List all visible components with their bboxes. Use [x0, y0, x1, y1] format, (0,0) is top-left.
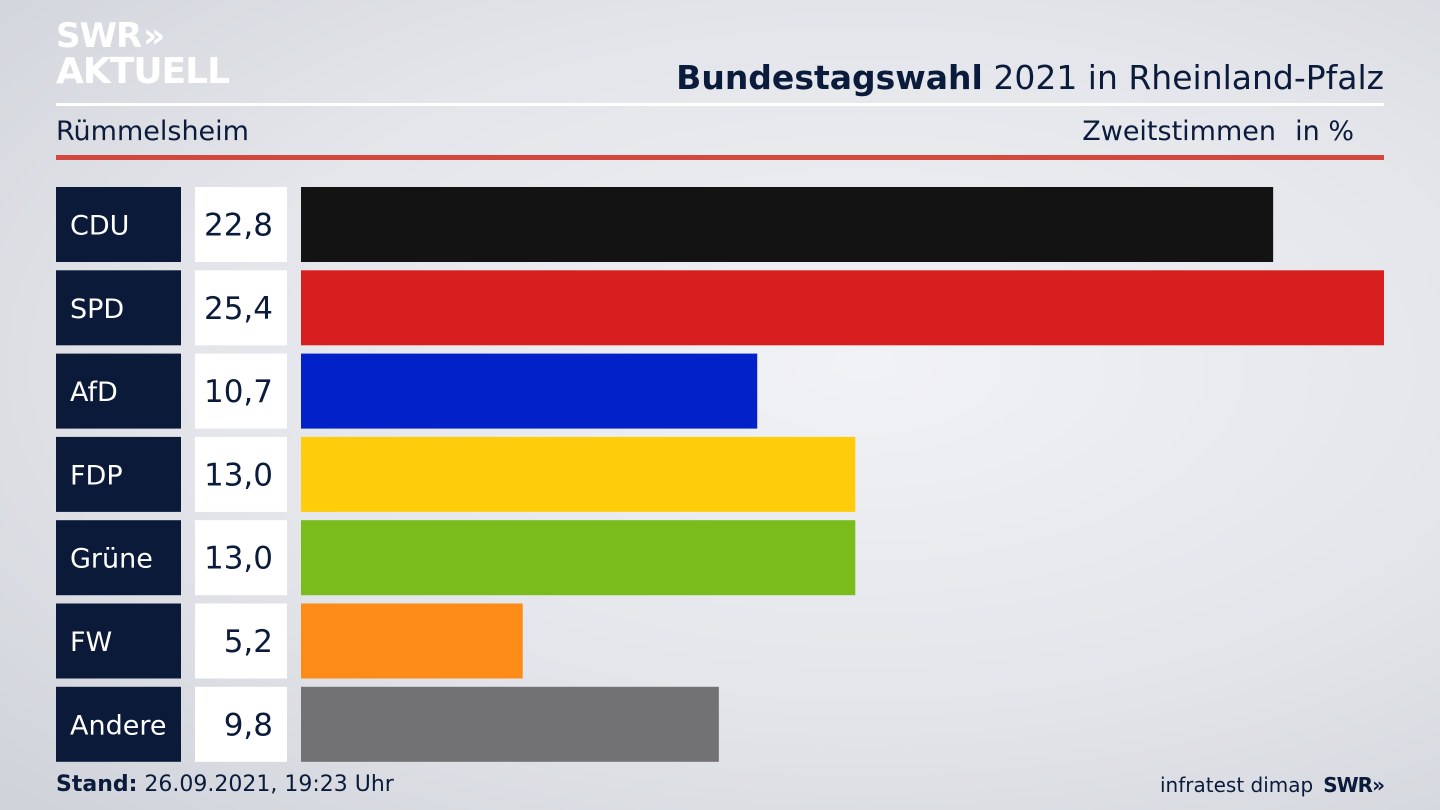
logo-swr-text: SWR — [56, 16, 142, 56]
value-label: 13,0 — [204, 457, 273, 493]
value-label-box — [195, 270, 287, 346]
bar-row: FW 5,2 — [56, 603, 523, 679]
bar-row: AfD 10,7 — [56, 353, 758, 429]
value-label: 13,0 — [204, 541, 273, 577]
accent-divider — [56, 155, 1384, 160]
value-label: 10,7 — [204, 374, 273, 410]
party-label: Grüne — [70, 544, 153, 575]
party-label: SPD — [70, 294, 124, 325]
header-divider — [56, 103, 1384, 106]
party-label-box — [56, 270, 181, 346]
value-label-box — [195, 353, 287, 429]
value-label: 25,4 — [204, 291, 273, 327]
source-text: infratest dimap — [1160, 773, 1314, 797]
value-label: 9,8 — [224, 707, 273, 743]
bar — [301, 686, 719, 762]
party-label: CDU — [70, 211, 129, 242]
party-label-box — [56, 603, 181, 679]
party-label-box — [56, 686, 181, 762]
bar-row: Grüne 13,0 — [56, 520, 856, 596]
value-label: 22,8 — [204, 208, 273, 244]
stand-value: 26.09.2021, 19:23 Uhr — [144, 772, 394, 797]
party-label: FW — [70, 627, 112, 658]
value-label-box — [195, 603, 287, 679]
bar — [301, 187, 1274, 262]
party-label-box — [56, 187, 181, 262]
title-rest: 2021 in Rheinland-Pfalz — [993, 58, 1384, 97]
bar — [301, 353, 758, 429]
value-label-box — [195, 187, 287, 262]
swr-small-chevrons-icon: » — [1372, 773, 1385, 797]
swr-aktuell-logo: SWR» AKTUELL — [56, 16, 230, 92]
party-label: FDP — [70, 460, 123, 491]
logo-aktuell-text: AKTUELL — [56, 51, 230, 92]
bar — [301, 520, 856, 596]
swr-small-logo: SWR» — [1323, 773, 1385, 797]
party-label-box — [56, 353, 181, 429]
value-label-box — [195, 686, 287, 762]
measure-label: Zweitstimmen — [1082, 116, 1276, 147]
unit-label: in % — [1295, 116, 1354, 147]
value-label: 5,2 — [224, 624, 273, 660]
party-label-box — [56, 436, 181, 512]
bar-row: FDP 13,0 — [56, 436, 856, 512]
stand-label: Stand: — [56, 772, 138, 797]
page-title: Bundestagswahl 2021 in Rheinland-Pfalz — [676, 56, 1384, 100]
bar — [301, 270, 1384, 346]
bar-row: Andere 9,8 — [56, 686, 719, 762]
timestamp: Stand: 26.09.2021, 19:23 Uhr — [56, 770, 394, 800]
bar-row: CDU 22,8 — [56, 187, 1274, 262]
party-label-box — [56, 520, 181, 596]
party-label: Andere — [70, 710, 166, 741]
title-bold: Bundestagswahl — [676, 58, 983, 97]
party-label: AfD — [70, 377, 118, 408]
bar — [301, 436, 856, 512]
value-label-box — [195, 520, 287, 596]
bar-row: SPD 25,4 — [56, 270, 1384, 346]
region-name: Rümmelsheim — [56, 116, 249, 147]
bar — [301, 603, 523, 679]
value-label-box — [195, 436, 287, 512]
source-credit: infratest dimap SWR» — [1160, 770, 1385, 800]
swr-small-text: SWR — [1323, 773, 1373, 797]
